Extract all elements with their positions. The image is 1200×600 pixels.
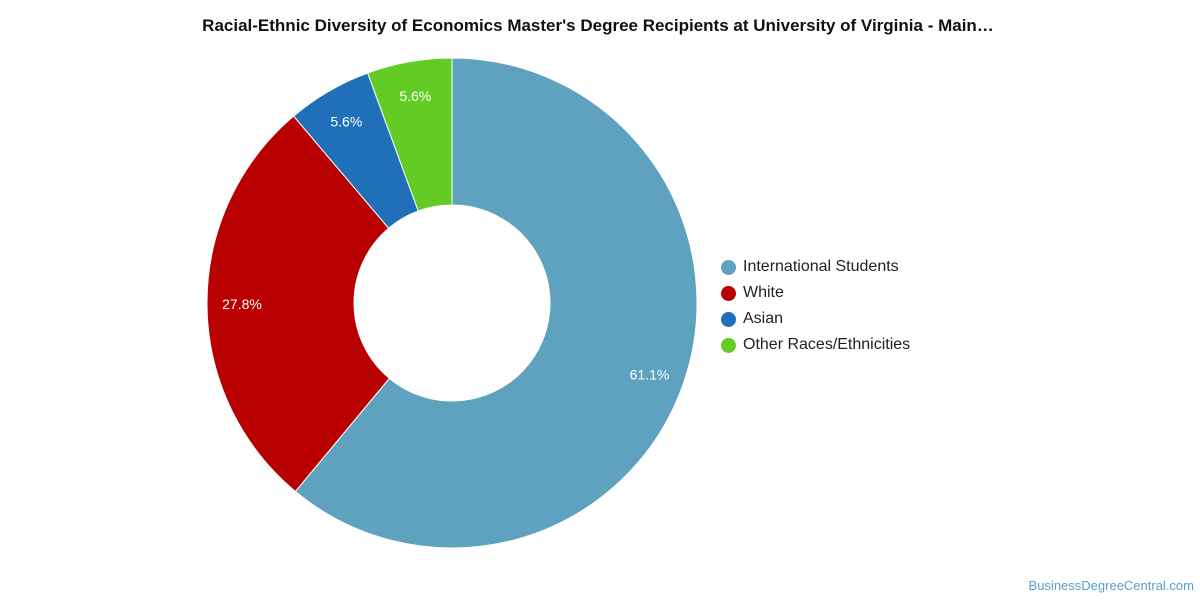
chart-title: Racial-Ethnic Diversity of Economics Mas… (202, 16, 994, 35)
slice-label-white: 27.8% (222, 296, 262, 312)
slice-international-students[interactable] (294, 57, 698, 549)
slice-labels-group: 61.1% 27.8% 5.6% 5.6% (222, 88, 669, 382)
slice-label-international-students: 61.1% (630, 366, 670, 382)
legend-label: White (743, 284, 784, 301)
legend-label: Other Races/Ethnicities (743, 336, 911, 353)
legend-label: International Students (743, 258, 899, 275)
legend-swatch-icon (721, 285, 736, 301)
legend: International Students White Asian Other Ra… (721, 254, 910, 358)
legend-item-white[interactable]: White (721, 280, 910, 306)
source-credit[interactable]: BusinessDegreeCentral.com (1028, 578, 1194, 593)
legend-swatch-icon (721, 259, 736, 275)
slices-group (206, 57, 698, 549)
legend-label: Asian (743, 310, 784, 327)
legend-item-international-students[interactable]: International Students (721, 254, 910, 280)
slice-label-other-races-ethnicities: 5.6% (399, 88, 431, 104)
legend-swatch-icon (721, 337, 736, 353)
slice-label-asian: 5.6% (330, 114, 362, 130)
slice-white[interactable] (206, 115, 391, 493)
legend-swatch-icon (721, 311, 736, 327)
legend-item-asian[interactable]: Asian (721, 306, 910, 332)
legend-item-other-races-ethnicities[interactable]: Other Races/Ethnicities (721, 332, 910, 358)
slice-other-races-ethnicities[interactable] (367, 57, 453, 212)
